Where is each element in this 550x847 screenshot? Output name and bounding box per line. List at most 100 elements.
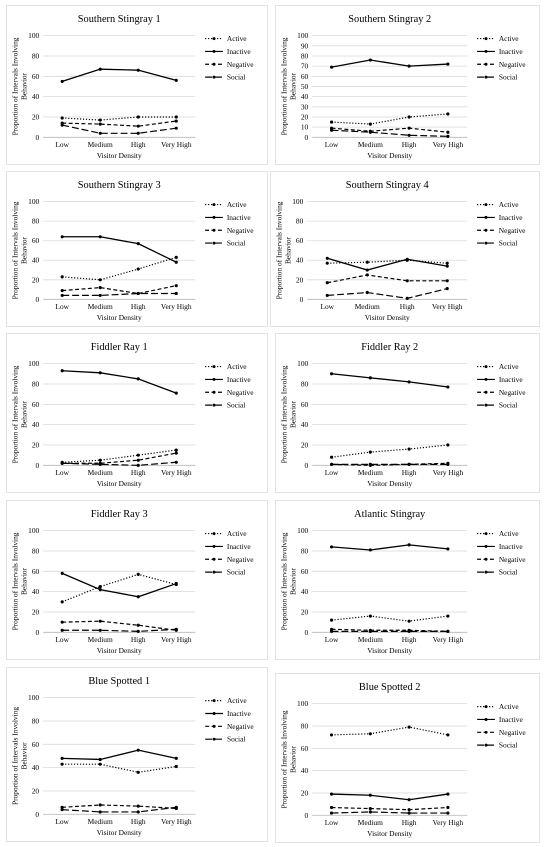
legend-label-negative: Negative bbox=[499, 226, 526, 235]
y-tick-label: 40 bbox=[32, 587, 40, 596]
data-point-social bbox=[98, 131, 102, 135]
legend-label-social: Social bbox=[499, 741, 518, 750]
data-point-negative bbox=[174, 119, 178, 123]
x-tick-label: Very High bbox=[161, 468, 192, 477]
series-line-social bbox=[62, 628, 177, 632]
legend-marker-negative bbox=[484, 730, 488, 734]
data-point-active bbox=[329, 733, 334, 737]
legend-marker-negative bbox=[484, 62, 488, 66]
series-line-inactive bbox=[331, 544, 448, 551]
x-axis-label: Visitor Density bbox=[97, 828, 142, 837]
x-tick-label: Very High bbox=[433, 468, 464, 477]
legend-marker-active bbox=[484, 37, 488, 41]
data-point-social bbox=[445, 287, 449, 291]
chart-svg: Southern Stingray 1 0 20 40 60 80 100 Low Medium… bbox=[11, 14, 255, 160]
data-point-active bbox=[98, 458, 102, 462]
data-point-inactive bbox=[330, 545, 334, 549]
y-axis-label: Proportion of Intervals InvolvingBehavio… bbox=[11, 532, 29, 630]
legend-marker-social bbox=[212, 570, 216, 574]
data-point-negative bbox=[136, 124, 140, 128]
y-tick-label: 80 bbox=[32, 217, 40, 226]
data-point-social bbox=[325, 293, 329, 298]
data-point-inactive bbox=[98, 757, 102, 762]
series-line-negative bbox=[331, 628, 448, 632]
legend-marker-social bbox=[484, 241, 488, 245]
y-tick-label: 100 bbox=[28, 197, 39, 206]
legend-marker-negative bbox=[212, 62, 216, 66]
data-point-social bbox=[330, 462, 334, 466]
chart-svg: Fiddler Ray 3 0 20 40 60 80 100 Low Medium High Ve… bbox=[11, 509, 255, 655]
y-tick-label: 40 bbox=[301, 587, 309, 596]
y-tick-label: 60 bbox=[32, 72, 40, 81]
legend-marker-active bbox=[212, 532, 216, 536]
data-point-active bbox=[136, 770, 140, 774]
x-tick-label: Medium bbox=[358, 818, 383, 827]
data-point-active bbox=[407, 447, 411, 451]
chart-title: Fiddler Ray 1 bbox=[91, 342, 148, 353]
data-point-social bbox=[446, 629, 450, 633]
y-tick-label: 20 bbox=[32, 112, 40, 121]
data-point-social bbox=[368, 462, 372, 466]
y-tick-label: 100 bbox=[28, 526, 39, 535]
x-tick-label: Low bbox=[325, 818, 339, 827]
y-tick-label: 80 bbox=[296, 217, 304, 226]
y-tick-label: 80 bbox=[301, 51, 309, 60]
x-tick-label: High bbox=[131, 817, 146, 826]
y-tick-label: 80 bbox=[32, 546, 40, 555]
chart-title: Blue Spotted 1 bbox=[88, 676, 150, 687]
data-point-active bbox=[60, 116, 64, 120]
legend-marker-active bbox=[484, 203, 488, 207]
y-tick-label: 20 bbox=[32, 607, 40, 616]
data-point-active bbox=[136, 267, 140, 271]
legend-marker-active bbox=[484, 532, 488, 536]
legend-label-active: Active bbox=[499, 362, 519, 371]
data-point-active bbox=[365, 260, 369, 264]
data-point-inactive bbox=[368, 376, 372, 380]
series-line-negative bbox=[331, 806, 448, 811]
chart-svg: Atlantic Stingray 0 20 40 60 80 100 Low Medium Hi… bbox=[280, 509, 527, 655]
series-line-active bbox=[331, 113, 448, 125]
legend-marker-inactive bbox=[484, 215, 488, 219]
x-tick-label: Medium bbox=[358, 635, 383, 644]
y-tick-label: 80 bbox=[32, 379, 40, 388]
data-point-negative bbox=[60, 620, 64, 624]
legend-marker-inactive bbox=[484, 717, 488, 721]
legend-label-social: Social bbox=[227, 239, 245, 248]
y-tick-label: 20 bbox=[32, 275, 40, 284]
chart-panel-fiddler-ray-3: Fiddler Ray 3 0 20 40 60 80 100 Low Medium High Ve… bbox=[6, 500, 268, 660]
series-line-inactive bbox=[331, 373, 448, 388]
x-tick-label: High bbox=[131, 468, 146, 477]
y-axis-label: Proportion of Intervals InvolvingBehavio… bbox=[10, 707, 28, 805]
legend-marker-negative bbox=[484, 228, 488, 232]
data-point-active bbox=[368, 450, 372, 454]
chart-title: Southern Stingray 2 bbox=[348, 14, 431, 25]
legend-marker-inactive bbox=[212, 544, 216, 548]
data-point-social bbox=[329, 811, 334, 815]
y-tick-label: 0 bbox=[305, 133, 309, 142]
chart-title: Blue Spotted 2 bbox=[359, 682, 421, 693]
series-line-social bbox=[331, 811, 448, 814]
data-point-negative bbox=[136, 623, 140, 627]
x-tick-label: High bbox=[131, 635, 146, 644]
data-point-inactive bbox=[446, 62, 450, 66]
legend-label-negative: Negative bbox=[499, 555, 526, 564]
legend-label-negative: Negative bbox=[227, 722, 254, 731]
series-line-active bbox=[331, 726, 449, 736]
data-point-active bbox=[60, 600, 64, 604]
legend-label-active: Active bbox=[499, 34, 519, 43]
data-point-social bbox=[136, 810, 140, 814]
data-point-social bbox=[174, 460, 178, 464]
y-tick-label: 0 bbox=[36, 461, 40, 470]
y-tick-label: 40 bbox=[296, 256, 304, 265]
data-point-inactive bbox=[60, 571, 64, 575]
data-point-social bbox=[446, 134, 450, 138]
series-line-negative bbox=[62, 620, 177, 631]
data-point-social bbox=[368, 810, 372, 814]
data-point-social bbox=[330, 629, 334, 633]
legend-label-active: Active bbox=[227, 200, 247, 209]
legend-marker-active bbox=[484, 365, 488, 369]
y-tick-label: 40 bbox=[32, 763, 40, 772]
data-point-inactive bbox=[368, 793, 372, 797]
data-point-active bbox=[407, 725, 411, 729]
